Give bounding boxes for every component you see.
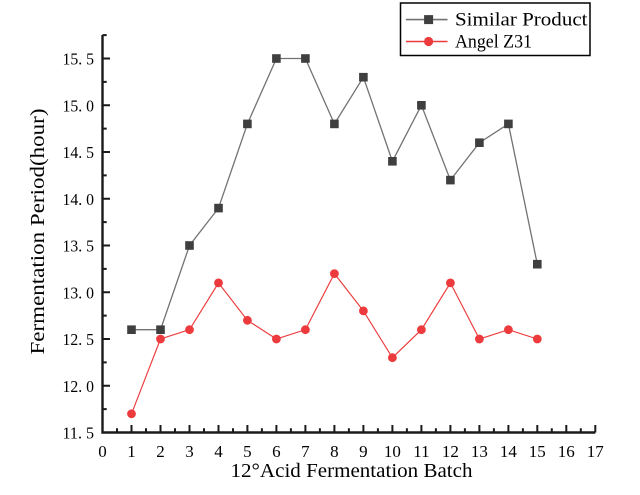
svg-text:6: 6 — [272, 442, 281, 461]
svg-text:17: 17 — [587, 442, 605, 461]
svg-text:12: 12 — [442, 442, 459, 461]
svg-text:9: 9 — [359, 442, 368, 461]
svg-text:0: 0 — [98, 442, 107, 461]
svg-text:14. 0: 14. 0 — [63, 190, 95, 209]
svg-text:Angel Z31: Angel Z31 — [455, 33, 532, 53]
svg-text:12. 5: 12. 5 — [63, 330, 95, 349]
svg-text:15. 0: 15. 0 — [63, 97, 95, 116]
svg-text:14. 5: 14. 5 — [63, 143, 95, 162]
svg-text:11. 5: 11. 5 — [63, 424, 95, 443]
svg-text:8: 8 — [330, 442, 339, 461]
svg-text:1: 1 — [127, 442, 136, 461]
svg-text:13. 0: 13. 0 — [63, 283, 95, 302]
svg-text:4: 4 — [214, 442, 223, 461]
svg-text:16: 16 — [558, 442, 575, 461]
svg-text:14: 14 — [500, 442, 518, 461]
svg-text:Similar Product: Similar Product — [455, 11, 588, 31]
svg-text:Fermentation Period(hour): Fermentation Period(hour) — [28, 109, 49, 355]
svg-text:13: 13 — [471, 442, 488, 461]
svg-text:13. 5: 13. 5 — [63, 237, 95, 256]
svg-text:12°Acid Fermentation Batch: 12°Acid Fermentation Batch — [231, 461, 473, 482]
svg-text:11: 11 — [413, 442, 429, 461]
svg-text:12. 0: 12. 0 — [63, 377, 95, 396]
svg-text:7: 7 — [301, 442, 310, 461]
svg-text:15: 15 — [529, 442, 546, 461]
svg-text:15. 5: 15. 5 — [63, 50, 95, 69]
svg-text:5: 5 — [243, 442, 252, 461]
svg-text:10: 10 — [384, 442, 401, 461]
svg-text:3: 3 — [185, 442, 194, 461]
svg-text:2: 2 — [156, 442, 165, 461]
